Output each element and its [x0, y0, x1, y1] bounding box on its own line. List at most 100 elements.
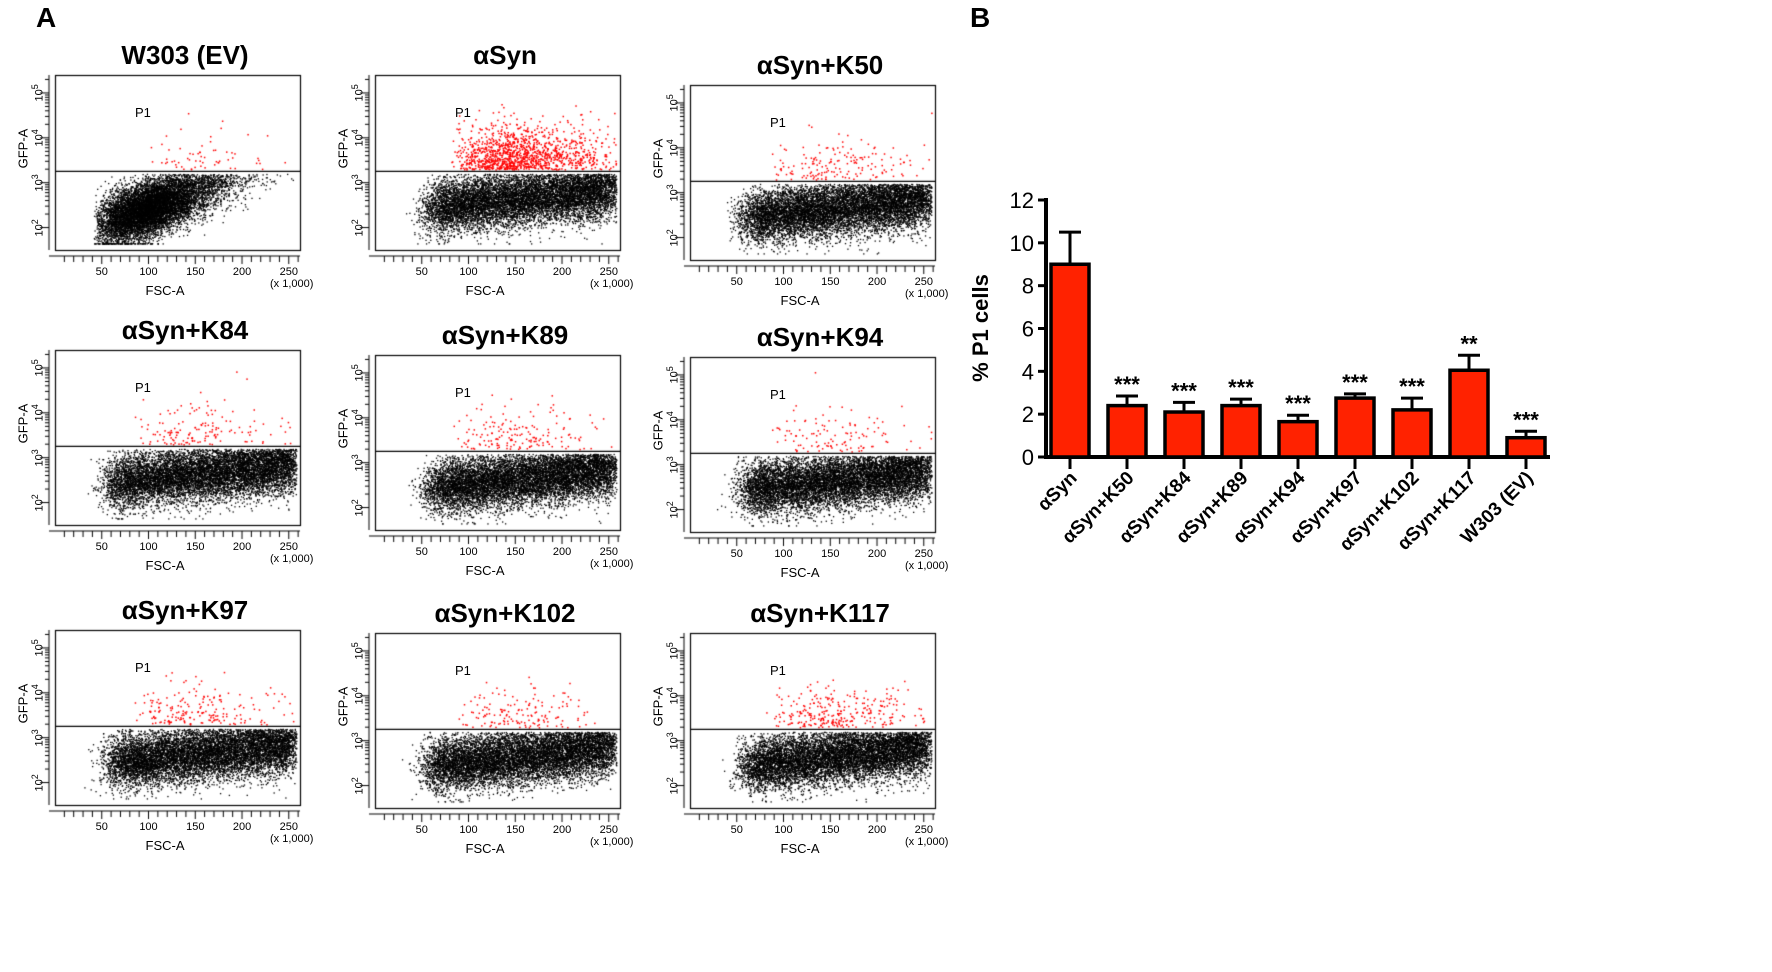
y-axis-label: GFP-A — [650, 411, 666, 451]
significance-marker: *** — [1342, 370, 1368, 395]
y-tick-label: 103 — [664, 455, 681, 474]
x-tick-label: 250 — [599, 546, 618, 558]
y-tick-label: 103 — [29, 728, 46, 747]
y-tick-exponent: 3 — [29, 173, 40, 179]
x-tick-label: 250 — [279, 541, 298, 553]
x-tick-label: 200 — [232, 821, 252, 833]
x-tick-label: 50 — [415, 824, 428, 836]
y-tick-exponent: 5 — [664, 642, 675, 648]
flow-dot-plot-canvas — [335, 320, 635, 590]
y-tick-label: 105 — [29, 359, 46, 377]
y-tick-label: 105 — [664, 366, 681, 384]
bar — [1505, 435, 1547, 459]
x-tick-label: 250 — [599, 824, 618, 836]
x-tick-label: 50 — [730, 824, 743, 836]
x-tick-label: 100 — [774, 276, 793, 288]
x-category-label: αSyn+K117 — [1394, 468, 1481, 555]
y-tick-exponent: 5 — [29, 84, 40, 90]
x-tick-label: 100 — [139, 541, 158, 553]
flow-dot-plot-canvas — [650, 598, 950, 868]
y-tick-label: 10 — [1010, 231, 1034, 256]
y-tick-label: 104 — [349, 409, 366, 427]
x-tick-label: 50 — [95, 266, 108, 278]
flow-dot-plot-canvas — [335, 598, 635, 868]
x-tick-label: 200 — [232, 541, 252, 553]
flow-dot-plot-canvas — [15, 595, 315, 865]
flow-dot-plot-canvas — [335, 40, 635, 310]
flow-dot-plot-canvas — [15, 315, 315, 585]
y-axis-label: GFP-A — [15, 404, 31, 444]
y-tick-exponent: 2 — [349, 218, 360, 224]
y-tick-exponent: 2 — [29, 773, 40, 779]
y-tick-exponent: 3 — [664, 731, 675, 737]
y-tick-label: 103 — [349, 173, 366, 192]
x-axis-label: FSC-A — [780, 565, 820, 580]
x-tick-label: 200 — [232, 266, 252, 278]
y-tick-label: 104 — [664, 687, 681, 705]
x-tick-label: 200 — [552, 546, 572, 558]
y-tick-exponent: 4 — [664, 139, 675, 145]
y-tick-label: 104 — [349, 687, 366, 705]
gate-label-p1: P1 — [770, 115, 786, 130]
y-tick-exponent: 2 — [664, 228, 675, 234]
y-tick-label: 105 — [29, 84, 46, 102]
y-tick-exponent: 5 — [664, 366, 675, 372]
x-tick-label: 100 — [139, 266, 158, 278]
y-tick-label: 105 — [349, 642, 366, 660]
y-axis-label: GFP-A — [650, 139, 666, 179]
y-axis-label: GFP-A — [15, 129, 31, 169]
x-tick-label: 150 — [186, 541, 205, 553]
y-tick-exponent: 5 — [349, 84, 360, 90]
x-axis-multiplier: (x 1,000) — [905, 560, 949, 572]
x-category-label: αSyn+K89 — [1172, 468, 1252, 548]
significance-marker: *** — [1114, 372, 1140, 397]
y-tick-label: 102 — [664, 776, 681, 795]
x-tick-label: 250 — [279, 821, 298, 833]
gate-label-p1: P1 — [455, 105, 471, 120]
y-tick-exponent: 3 — [349, 173, 360, 179]
x-axis-multiplier: (x 1,000) — [590, 836, 634, 848]
x-tick-label: 100 — [459, 266, 478, 278]
y-tick-exponent: 5 — [664, 94, 675, 100]
y-tick-exponent: 3 — [349, 731, 360, 737]
y-tick-exponent: 4 — [664, 687, 675, 693]
x-axis-multiplier: (x 1,000) — [590, 558, 634, 570]
y-tick-label: 8 — [1022, 274, 1034, 299]
bar — [1391, 408, 1433, 459]
gate-label-p1: P1 — [455, 385, 471, 400]
gate-label-p1: P1 — [455, 663, 471, 678]
y-tick-exponent: 4 — [29, 404, 40, 410]
x-tick-label: 150 — [506, 266, 525, 278]
x-axis-label: FSC-A — [145, 558, 185, 573]
x-tick-label: 200 — [867, 548, 887, 560]
y-tick-exponent: 3 — [349, 453, 360, 459]
x-tick-label: 250 — [914, 276, 933, 288]
bar — [1334, 396, 1376, 459]
x-tick-label: 50 — [415, 266, 428, 278]
y-tick-label: 102 — [349, 218, 366, 237]
gate-label-p1: P1 — [135, 105, 151, 120]
x-tick-label: 250 — [279, 266, 298, 278]
y-tick-label: 103 — [664, 183, 681, 202]
y-tick-exponent: 4 — [29, 129, 40, 135]
x-tick-label: 50 — [730, 548, 743, 560]
y-tick-label: 102 — [349, 498, 366, 517]
x-tick-label: 150 — [186, 821, 205, 833]
x-axis-label: FSC-A — [465, 841, 505, 856]
y-tick-label: 103 — [29, 448, 46, 467]
y-tick-label: 102 — [29, 218, 46, 237]
x-tick-label: 100 — [774, 548, 793, 560]
bar — [1049, 262, 1091, 459]
x-axis-multiplier: (x 1,000) — [905, 836, 949, 848]
y-axis-label: GFP-A — [650, 687, 666, 727]
x-axis-label: FSC-A — [465, 563, 505, 578]
y-tick-exponent: 5 — [349, 364, 360, 370]
y-tick-exponent: 2 — [29, 218, 40, 224]
x-tick-label: 50 — [95, 821, 108, 833]
y-tick-exponent: 2 — [349, 498, 360, 504]
